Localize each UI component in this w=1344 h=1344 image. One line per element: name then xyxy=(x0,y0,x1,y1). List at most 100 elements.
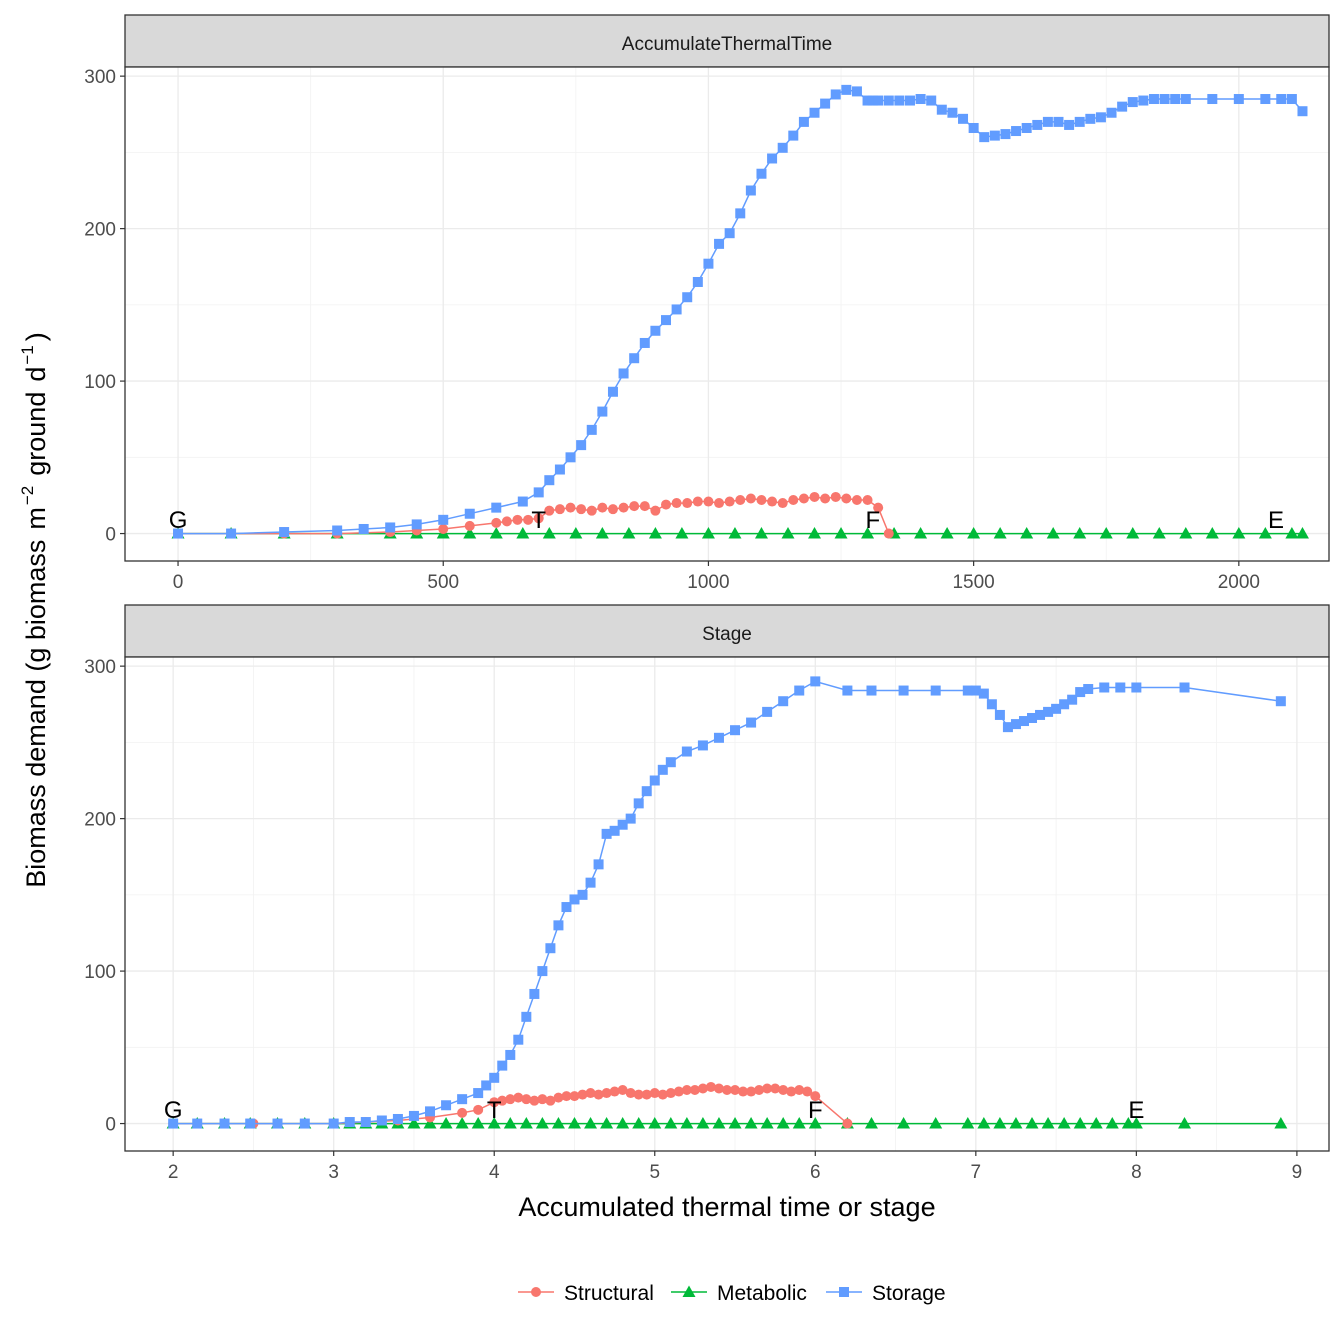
data-point xyxy=(714,238,725,249)
data-point xyxy=(730,1085,741,1096)
series-line xyxy=(178,496,890,535)
data-point xyxy=(810,1091,821,1102)
data-point xyxy=(830,89,841,100)
data-point xyxy=(501,516,512,527)
data-point xyxy=(360,1117,371,1128)
stage-annotation: T xyxy=(531,507,546,534)
data-point xyxy=(862,95,873,106)
strip-background xyxy=(124,14,1330,68)
data-point xyxy=(569,527,583,539)
data-point xyxy=(724,228,735,239)
data-point xyxy=(993,1117,1007,1129)
data-point xyxy=(1106,107,1117,118)
data-point xyxy=(798,493,809,504)
data-point xyxy=(1067,694,1078,705)
y-axis-title-close: ) xyxy=(21,332,51,341)
data-point xyxy=(577,1089,588,1100)
data-point xyxy=(633,1089,644,1100)
data-point xyxy=(491,517,502,528)
data-point xyxy=(762,706,773,717)
data-point xyxy=(600,1117,614,1129)
data-point xyxy=(561,1091,572,1102)
data-point xyxy=(994,709,1005,720)
data-point xyxy=(279,527,290,538)
data-point xyxy=(521,1011,532,1022)
data-point xyxy=(1002,722,1013,733)
data-point xyxy=(618,368,629,379)
data-point xyxy=(724,496,735,507)
data-point xyxy=(595,527,609,539)
data-point xyxy=(553,1092,564,1103)
data-point xyxy=(1179,682,1190,693)
data-point xyxy=(794,685,805,696)
data-point xyxy=(569,894,580,905)
data-point xyxy=(788,130,799,141)
data-point xyxy=(629,501,640,512)
data-point xyxy=(873,95,884,106)
legend-key-marker xyxy=(531,1287,541,1297)
panel-strip-label: Stage xyxy=(702,624,752,645)
data-point xyxy=(979,132,990,143)
data-point xyxy=(958,113,969,124)
data-point xyxy=(586,505,597,516)
data-point xyxy=(1041,1117,1055,1129)
panel-accumulate-thermal-time: AccumulateThermalTime 0 500 1000 1500 2000 0 1… xyxy=(84,14,1330,593)
data-point xyxy=(1010,719,1021,730)
panel-background xyxy=(125,657,1329,1151)
data-point xyxy=(481,1080,492,1091)
data-point xyxy=(649,775,660,786)
data-point xyxy=(516,527,530,539)
data-point xyxy=(1170,94,1181,105)
data-point xyxy=(1276,94,1287,105)
data-point xyxy=(523,514,534,525)
data-point xyxy=(542,527,556,539)
data-point xyxy=(735,208,746,219)
data-point xyxy=(491,502,502,513)
data-point xyxy=(473,1104,484,1115)
data-point xyxy=(703,496,714,507)
data-point xyxy=(665,757,676,768)
data-point xyxy=(728,1117,742,1129)
data-point xyxy=(1059,699,1070,710)
data-point xyxy=(584,1117,598,1129)
data-point xyxy=(1159,94,1170,105)
data-point xyxy=(915,94,926,105)
legend-key-marker xyxy=(839,1287,849,1297)
data-point xyxy=(1085,113,1096,124)
data-point xyxy=(639,501,650,512)
data-point xyxy=(1295,527,1309,539)
data-point xyxy=(762,1083,773,1094)
legend-item-storage: Storage xyxy=(826,1282,946,1305)
panel-border xyxy=(124,66,1330,562)
data-point xyxy=(537,1094,548,1105)
data-point xyxy=(533,513,544,524)
data-point xyxy=(897,1117,911,1129)
data-point xyxy=(533,487,544,498)
data-point xyxy=(754,527,768,539)
y-tick-label: 300 xyxy=(84,657,116,678)
data-point xyxy=(593,1089,604,1100)
data-point xyxy=(358,523,369,534)
data-point xyxy=(505,1094,516,1105)
data-point xyxy=(1233,94,1244,105)
data-point xyxy=(245,1118,256,1129)
data-point xyxy=(1115,682,1126,693)
data-point xyxy=(1258,527,1272,539)
data-point xyxy=(657,764,668,775)
data-point xyxy=(664,1117,678,1129)
data-point xyxy=(713,732,724,743)
data-point xyxy=(1073,527,1087,539)
data-point xyxy=(883,528,894,539)
data-point xyxy=(1032,119,1043,130)
data-point xyxy=(1083,684,1094,695)
x-tick-label: 4 xyxy=(489,1162,500,1183)
x-tick-label: 7 xyxy=(971,1162,982,1183)
data-point xyxy=(728,527,742,539)
data-point xyxy=(703,258,714,269)
data-point xyxy=(842,1118,853,1129)
data-point xyxy=(778,1085,789,1096)
data-point xyxy=(671,304,682,315)
y-axis-title-d-exponent: −1 xyxy=(18,345,37,364)
data-point xyxy=(597,502,608,513)
y-tick-label: 0 xyxy=(105,525,116,546)
